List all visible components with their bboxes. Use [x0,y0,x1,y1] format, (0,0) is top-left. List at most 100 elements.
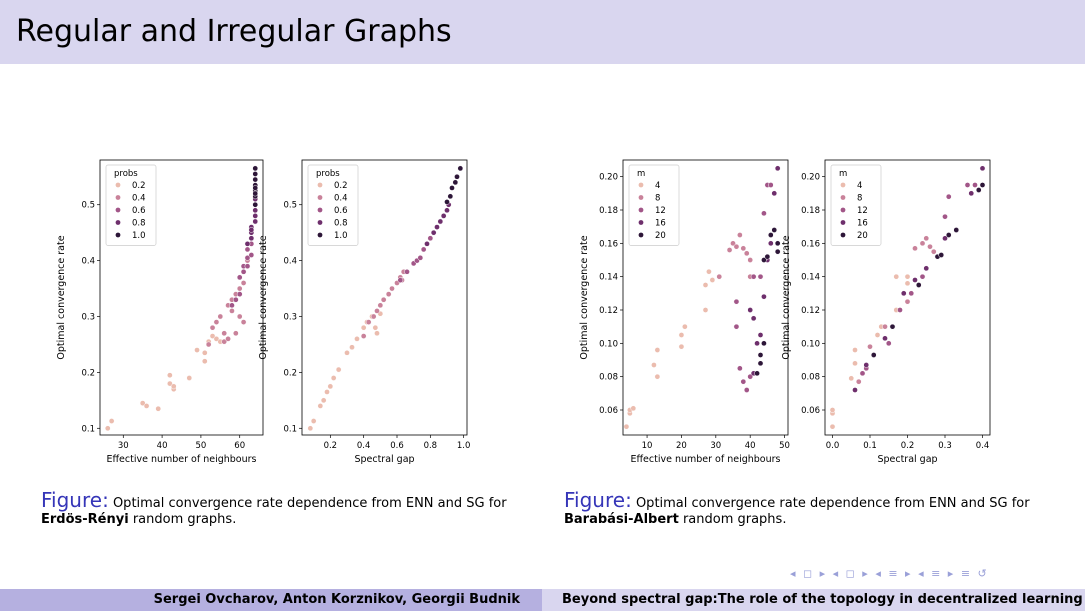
data-point [852,347,858,353]
data-point [252,171,259,177]
legend-entry: 16 [857,219,868,229]
x-tick-label: 20 [676,441,687,451]
data-point [968,190,975,197]
data-point [979,182,986,188]
legend-marker [115,232,121,238]
caption-erdos-renyi: Figure: Optimal convergence rate depende… [41,490,521,528]
data-point [750,315,757,322]
data-point [740,378,747,385]
y-tick-label: 0.18 [801,206,820,216]
data-point [767,232,774,238]
data-point [236,291,243,297]
data-point [244,246,251,253]
data-point [942,235,948,242]
data-point [186,375,193,381]
data-point [452,179,459,186]
data-point [761,293,767,300]
x-tick-label: 0.6 [390,441,404,451]
data-point [654,373,661,380]
y-tick-label: 0.5 [283,201,297,211]
data-point [155,405,162,412]
legend-marker [638,220,644,225]
footer-right: Beyond spectral gap:The role of the topo… [542,589,1085,611]
data-point [945,232,952,238]
x-tick-label: 0.4 [357,441,371,451]
data-point [444,199,450,205]
x-tick-label: 0.2 [324,441,338,451]
data-point [761,210,767,217]
legend-entry: 0.6 [334,206,348,216]
data-point [761,257,767,263]
data-point [912,245,918,252]
data-point [349,344,355,351]
data-point [733,243,740,250]
data-point [716,273,723,280]
legend-marker [840,220,846,225]
data-point [750,273,757,280]
data-point [702,307,709,313]
data-point [194,347,200,353]
data-point [167,372,173,379]
data-point [213,319,220,325]
footer-left: Sergei Ovcharov, Anton Korznikov, Georgi… [0,589,542,611]
ba-charts-svg: 10 20 30 40 500.060.080.100.120.140.160.180.… [579,159,991,465]
data-point [740,245,747,252]
data-point [897,307,903,313]
y-tick-label: 0.2 [81,368,95,378]
data-point [975,187,982,193]
legend-entry: 0.2 [132,181,146,191]
data-point [733,323,740,330]
legend-marker [638,232,644,238]
data-point [360,333,367,339]
data-point [927,243,933,250]
data-point [385,291,392,297]
data-point [774,240,781,247]
legend-entry: 4 [655,181,660,191]
legend-marker [317,195,323,200]
legend-entry: 1.0 [132,231,146,241]
legend-entry: 0.8 [132,219,146,229]
x-tick-label: 0.4 [976,441,990,451]
data-point [248,235,255,242]
caption-tail: random graphs. [678,512,787,527]
legend-marker [638,195,644,200]
data-point [919,240,926,247]
data-point [945,193,952,200]
data-point [757,332,764,338]
data-point [953,227,960,233]
data-point [454,173,460,180]
figure-label: Figure: [41,488,109,512]
data-point [882,323,888,330]
data-point [767,182,774,188]
legend-entry: 12 [655,206,666,216]
data-point [240,268,247,275]
data-point [354,336,360,342]
beamer-navigation-symbols[interactable]: ◂ ◻ ▸ ◂ ◻ ▸ ◂ ≡ ▸ ◂ ≡ ▸ ≡ ↺ [790,567,989,580]
x-axis-label: Spectral gap [354,454,414,465]
data-point [908,290,915,297]
y-tick-label: 0.06 [599,406,618,416]
y-tick-label: 0.3 [81,313,95,323]
data-point [217,313,224,320]
legend-marker [317,182,323,188]
y-tick-label: 0.08 [801,373,820,383]
data-point [923,235,930,242]
legend-entry: 8 [857,194,862,204]
data-point [213,336,220,342]
y-axis-label: Optimal convergence rate [781,235,792,359]
data-point [248,227,255,233]
data-point [457,165,464,172]
data-point [335,366,342,373]
legend-marker [115,195,121,200]
legend-marker [638,182,644,188]
y-tick-label: 0.4 [283,257,297,267]
figure-barabasi-albert: 10 20 30 40 50 0.06 0.08 0.10 0.12 0.14 0.16 0.18 0.… [575,155,1005,485]
x-tick-label: 0.1 [863,441,877,451]
data-point [447,193,454,200]
data-point [427,235,434,242]
data-point [743,387,750,393]
data-point [252,201,259,208]
data-point [912,277,918,283]
data-point [252,207,259,214]
data-point [855,378,862,385]
